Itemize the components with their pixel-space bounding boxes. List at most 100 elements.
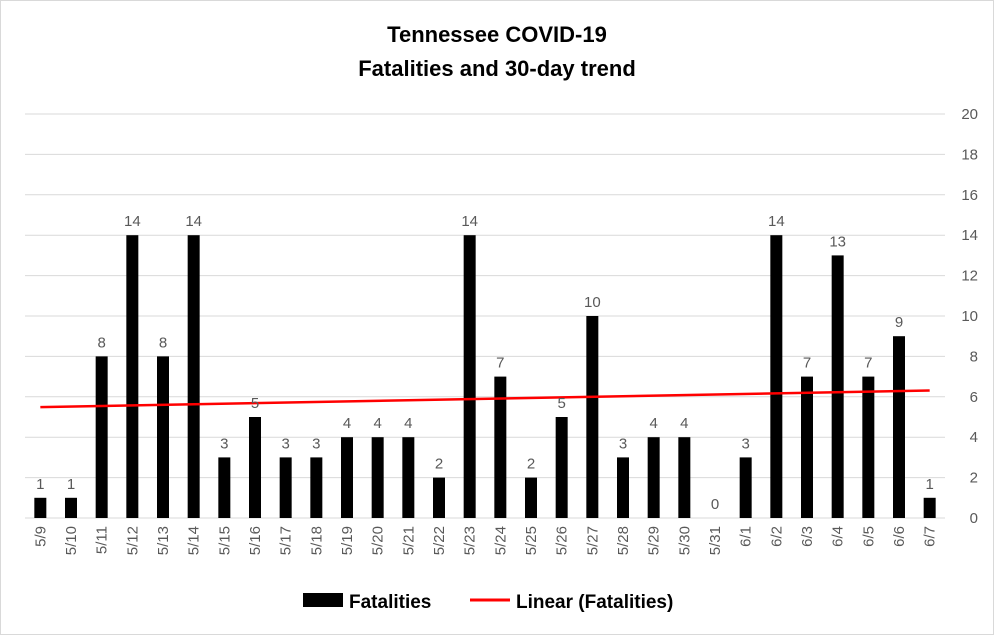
x-tick-label: 5/12 <box>124 526 141 555</box>
legend-label-fatalities: Fatalities <box>349 592 431 613</box>
data-label: 9 <box>895 314 903 331</box>
x-tick-label: 5/18 <box>308 526 325 555</box>
y-tick-label: 2 <box>970 470 978 487</box>
x-tick-label: 5/22 <box>431 526 448 555</box>
x-tick-label: 5/13 <box>155 526 172 555</box>
data-label: 1 <box>67 476 75 493</box>
chart-title: Tennessee COVID-19 Fatalities and 30-day… <box>0 18 994 86</box>
data-label: 14 <box>768 213 785 230</box>
trendline-layer <box>40 389 930 409</box>
data-label: 2 <box>527 456 535 473</box>
data-label: 10 <box>584 294 601 311</box>
x-tick-label: 6/5 <box>860 526 877 547</box>
gridlines <box>25 113 945 519</box>
bar <box>647 437 660 518</box>
bar <box>218 457 231 518</box>
bar <box>65 497 77 518</box>
data-label: 4 <box>404 415 412 432</box>
x-tick-label: 6/4 <box>830 526 847 547</box>
data-label: 8 <box>159 334 167 351</box>
x-tick-label: 5/25 <box>523 526 540 555</box>
data-label: 2 <box>435 456 443 473</box>
data-label: 3 <box>281 435 289 452</box>
data-label: 14 <box>185 213 202 230</box>
y-axis-ticks: 0 2 4 6 8 10 12 14 16 18 20 <box>961 106 978 527</box>
x-tick-label: 5/27 <box>584 526 601 555</box>
x-tick-label: 5/30 <box>676 526 693 555</box>
x-axis-ticks: 5/9 5/10 5/11 5/12 5/13 5/14 5/15 5/16 5/17 5/18 5… <box>32 526 938 555</box>
x-tick-label: 6/1 <box>738 526 755 547</box>
bar <box>739 457 752 518</box>
x-tick-label: 5/11 <box>94 526 111 554</box>
bar <box>402 437 415 518</box>
bar <box>525 477 537 518</box>
bar <box>341 437 353 518</box>
bar <box>831 255 844 518</box>
y-tick-label: 20 <box>961 106 978 123</box>
chart-title-line-1: Tennessee COVID-19 <box>387 22 607 47</box>
x-tick-label: 5/21 <box>400 526 417 555</box>
y-tick-label: 4 <box>970 429 978 446</box>
bar <box>34 497 47 518</box>
data-label: 0 <box>711 496 719 513</box>
x-tick-label: 5/17 <box>278 526 295 555</box>
bar <box>923 497 936 518</box>
bar <box>893 336 905 518</box>
x-tick-label: 6/7 <box>922 526 939 547</box>
data-label: 5 <box>251 395 259 412</box>
bar <box>770 235 783 518</box>
data-label: 1 <box>925 476 933 493</box>
y-tick-label: 16 <box>961 187 978 204</box>
bar <box>371 437 384 518</box>
bar <box>555 417 568 518</box>
bar <box>463 235 476 518</box>
y-tick-label: 18 <box>961 146 978 163</box>
x-tick-label: 5/9 <box>32 526 49 547</box>
y-tick-label: 0 <box>970 510 978 527</box>
x-tick-label: 5/29 <box>646 526 663 555</box>
data-label: 13 <box>829 233 846 250</box>
x-tick-label: 5/28 <box>615 526 632 555</box>
bar <box>862 376 875 518</box>
data-label: 4 <box>373 415 381 432</box>
trendline <box>40 389 930 409</box>
x-tick-label: 6/6 <box>891 526 908 547</box>
x-tick-label: 5/19 <box>339 526 356 555</box>
bar <box>95 356 108 518</box>
bar <box>678 437 691 518</box>
x-tick-label: 5/20 <box>370 526 387 555</box>
legend: Fatalities Linear (Fatalities) <box>303 592 673 613</box>
x-tick-label: 5/23 <box>462 526 479 555</box>
x-tick-label: 5/31 <box>707 526 724 555</box>
x-tick-label: 5/24 <box>492 526 509 555</box>
data-label: 3 <box>741 435 749 452</box>
x-tick-label: 5/16 <box>247 526 264 555</box>
bar <box>279 457 292 518</box>
data-label: 5 <box>557 395 565 412</box>
x-tick-label: 5/15 <box>216 526 233 555</box>
bar <box>126 235 139 518</box>
x-tick-label: 5/26 <box>554 526 571 555</box>
bar <box>249 417 261 518</box>
data-label: 3 <box>312 435 320 452</box>
legend-label-trend: Linear (Fatalities) <box>516 592 673 613</box>
bar <box>801 376 813 518</box>
bar <box>310 457 323 518</box>
y-tick-label: 12 <box>961 268 978 285</box>
bar <box>157 356 169 518</box>
y-tick-label: 14 <box>961 227 978 244</box>
y-tick-label: 6 <box>970 389 978 406</box>
data-label: 4 <box>649 415 657 432</box>
data-labels: 1 1 8 14 8 14 3 5 3 3 4 4 4 2 14 7 2 5 10 3 4 4 0 3 14 7 13 7 9 1 <box>36 213 934 513</box>
bar <box>617 457 629 518</box>
x-tick-label: 5/10 <box>63 526 80 555</box>
x-tick-label: 6/2 <box>768 526 785 547</box>
data-label: 4 <box>343 415 351 432</box>
y-tick-label: 8 <box>970 348 978 365</box>
data-label: 8 <box>97 334 105 351</box>
data-label: 7 <box>864 355 872 372</box>
y-tick-label: 10 <box>961 308 978 325</box>
bars <box>34 235 936 518</box>
